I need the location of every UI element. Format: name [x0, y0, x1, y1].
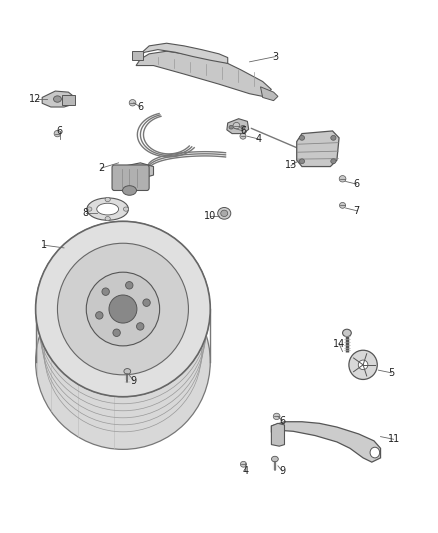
Text: 6: 6 — [138, 102, 144, 112]
FancyBboxPatch shape — [112, 165, 149, 190]
Text: 13: 13 — [285, 160, 297, 171]
Ellipse shape — [123, 185, 137, 195]
Ellipse shape — [343, 329, 351, 337]
Text: 4: 4 — [255, 134, 261, 144]
Ellipse shape — [240, 133, 246, 139]
Polygon shape — [136, 51, 272, 96]
Text: 1: 1 — [41, 240, 47, 250]
Ellipse shape — [299, 135, 304, 140]
Ellipse shape — [124, 368, 131, 374]
Text: 14: 14 — [333, 338, 345, 349]
Ellipse shape — [129, 100, 136, 106]
FancyBboxPatch shape — [132, 51, 143, 60]
Text: 9: 9 — [131, 376, 137, 386]
Ellipse shape — [240, 462, 247, 467]
Ellipse shape — [113, 329, 120, 336]
Text: 6: 6 — [57, 126, 63, 136]
FancyBboxPatch shape — [62, 95, 75, 106]
Ellipse shape — [53, 96, 61, 102]
Ellipse shape — [272, 456, 278, 462]
Ellipse shape — [86, 272, 159, 346]
Text: 4: 4 — [242, 466, 248, 476]
Text: 6: 6 — [353, 179, 360, 189]
Polygon shape — [272, 423, 285, 446]
Ellipse shape — [137, 322, 144, 330]
Polygon shape — [297, 131, 339, 166]
Text: 8: 8 — [83, 208, 89, 219]
Polygon shape — [227, 119, 249, 134]
Ellipse shape — [233, 123, 240, 129]
Polygon shape — [272, 422, 381, 462]
Polygon shape — [114, 163, 153, 179]
Ellipse shape — [109, 295, 137, 323]
Polygon shape — [42, 91, 75, 107]
Ellipse shape — [105, 216, 110, 221]
Ellipse shape — [241, 125, 245, 129]
Text: 12: 12 — [29, 94, 42, 104]
Ellipse shape — [57, 243, 188, 375]
Ellipse shape — [87, 207, 92, 211]
Text: 3: 3 — [273, 52, 279, 61]
Ellipse shape — [35, 221, 210, 397]
Text: 2: 2 — [98, 163, 104, 173]
Ellipse shape — [339, 203, 346, 208]
Text: 10: 10 — [204, 211, 216, 221]
Text: 7: 7 — [353, 206, 360, 216]
Ellipse shape — [105, 197, 110, 201]
Ellipse shape — [331, 159, 336, 164]
Ellipse shape — [218, 207, 231, 219]
Ellipse shape — [95, 312, 103, 319]
Polygon shape — [261, 87, 278, 101]
Text: 9: 9 — [279, 466, 286, 476]
Ellipse shape — [358, 360, 368, 369]
Ellipse shape — [143, 299, 150, 306]
Ellipse shape — [331, 135, 336, 140]
Ellipse shape — [87, 198, 128, 220]
Ellipse shape — [35, 274, 210, 449]
Ellipse shape — [349, 350, 377, 379]
Ellipse shape — [339, 175, 346, 182]
Ellipse shape — [370, 447, 380, 458]
Text: 6: 6 — [240, 126, 246, 136]
Text: 11: 11 — [388, 434, 400, 445]
Ellipse shape — [273, 413, 280, 419]
Ellipse shape — [124, 207, 129, 211]
Ellipse shape — [221, 210, 228, 216]
Ellipse shape — [102, 288, 110, 295]
Ellipse shape — [299, 159, 304, 164]
Text: 6: 6 — [279, 416, 286, 426]
Ellipse shape — [54, 131, 61, 137]
Ellipse shape — [126, 281, 133, 289]
Text: 5: 5 — [389, 368, 395, 378]
Ellipse shape — [229, 125, 233, 129]
Ellipse shape — [97, 203, 119, 215]
Polygon shape — [136, 43, 228, 63]
